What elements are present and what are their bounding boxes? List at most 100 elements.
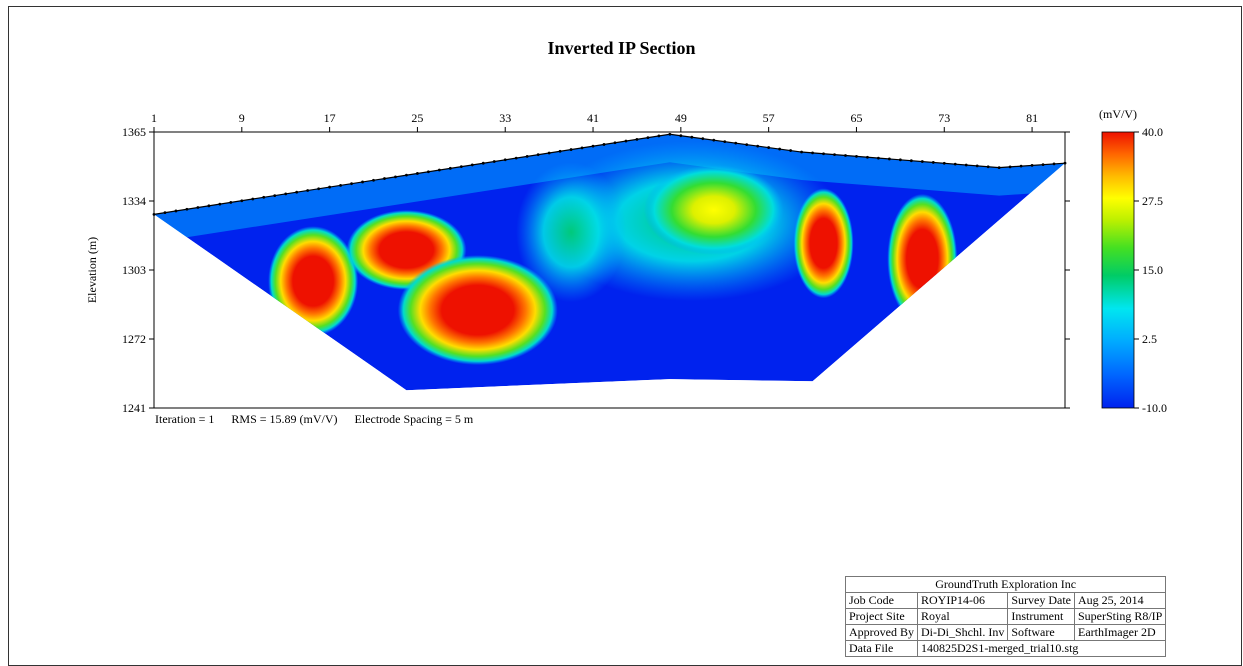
electrode-marker bbox=[394, 175, 397, 179]
electrode-marker bbox=[207, 204, 211, 208]
y-tick-label: 1303 bbox=[122, 263, 146, 277]
electrode-marker bbox=[646, 136, 650, 140]
electrode-marker bbox=[437, 168, 441, 172]
electrode-marker bbox=[361, 180, 364, 184]
x-tick-label: 9 bbox=[239, 111, 245, 125]
y-axis-label: Elevation (m) bbox=[85, 237, 99, 303]
electrode-marker bbox=[1019, 164, 1023, 168]
electrode-marker bbox=[525, 154, 529, 158]
electrode-marker bbox=[997, 166, 1001, 170]
electrode-marker bbox=[591, 144, 595, 148]
electrode-marker bbox=[657, 134, 661, 138]
electrode-marker bbox=[558, 149, 562, 153]
green-zone bbox=[516, 162, 627, 303]
colorbar-tick-label: 2.5 bbox=[1142, 332, 1157, 346]
table-cell: ROYIP14-06 bbox=[916, 592, 1009, 609]
table-cell: Approved By bbox=[845, 624, 918, 641]
electrode-marker bbox=[350, 182, 353, 186]
electrode-marker bbox=[833, 153, 836, 157]
electrode-marker bbox=[756, 144, 760, 148]
y-tick-label: 1241 bbox=[122, 401, 146, 415]
electrode-marker bbox=[877, 156, 880, 160]
x-tick-label: 33 bbox=[499, 111, 511, 125]
anomaly-4 bbox=[793, 188, 854, 299]
near-surface-band bbox=[154, 134, 1065, 243]
electrode-marker bbox=[855, 154, 858, 158]
electrode-marker bbox=[185, 207, 189, 211]
electrode-marker bbox=[317, 187, 321, 191]
x-tick-label: 57 bbox=[763, 111, 775, 125]
table-cell: Instrument bbox=[1007, 608, 1075, 625]
x-tick-label: 25 bbox=[411, 111, 423, 125]
electrode-marker bbox=[942, 161, 946, 165]
electrode-marker bbox=[405, 173, 408, 177]
electrode-marker bbox=[953, 162, 957, 166]
y-tick-label: 1272 bbox=[122, 332, 146, 346]
section-fill bbox=[154, 134, 1065, 391]
plot-area: 1 9 17 25 33 41 49 57 65 73 81 1365 1334 1303 1272 1241… bbox=[85, 107, 1167, 415]
title-block: GroundTruth Exploration Inc Job Code ROY… bbox=[844, 576, 1167, 657]
electrode-marker bbox=[690, 135, 694, 139]
y-tick-label: 1334 bbox=[122, 194, 146, 208]
electrode-marker bbox=[1063, 161, 1067, 165]
table-cell: Royal bbox=[916, 608, 1009, 625]
colorbar-tick-label: 27.5 bbox=[1142, 194, 1163, 208]
electrode-marker bbox=[229, 201, 233, 204]
electrode-marker bbox=[909, 159, 913, 163]
table-cell: Job Code bbox=[845, 592, 918, 609]
company-name: GroundTruth Exploration Inc bbox=[844, 576, 1167, 593]
electrode-marker bbox=[931, 161, 935, 164]
x-tick-label: 73 bbox=[938, 111, 950, 125]
inversion-info: Iteration = 1 RMS = 15.89 (mV/V) Electro… bbox=[155, 412, 487, 427]
electrode-marker bbox=[767, 146, 771, 149]
table-cell: Project Site bbox=[845, 608, 918, 625]
electrode-marker bbox=[789, 149, 793, 152]
electrode-marker bbox=[536, 153, 540, 157]
table-cell: Di-Di_Shchl. Inv bbox=[916, 624, 1009, 641]
electrode-marker bbox=[470, 163, 474, 167]
electrode-marker bbox=[492, 160, 496, 163]
electrode-marker bbox=[822, 152, 825, 156]
electrode-marker bbox=[481, 161, 485, 165]
electrode-marker bbox=[372, 178, 375, 182]
electrode-marker bbox=[1030, 163, 1034, 167]
electrode-marker bbox=[745, 143, 749, 147]
electrode-marker bbox=[723, 140, 727, 144]
electrode-marker bbox=[887, 157, 891, 161]
electrode-marker bbox=[866, 155, 869, 159]
electrode-marker bbox=[152, 212, 156, 216]
electrode-marker bbox=[448, 166, 452, 170]
electrode-marker bbox=[262, 195, 266, 199]
colorbar-tick-label: 15.0 bbox=[1142, 263, 1163, 277]
electrode-marker bbox=[920, 160, 924, 163]
electrode-marker bbox=[218, 202, 222, 206]
electrode-marker bbox=[964, 163, 968, 167]
iteration-text: Iteration = 1 bbox=[155, 412, 215, 426]
electrode-marker bbox=[712, 138, 716, 142]
anomaly-5 bbox=[887, 193, 958, 324]
electrode-marker bbox=[602, 143, 606, 146]
anomaly-1 bbox=[268, 226, 359, 337]
electrode-marker bbox=[668, 132, 672, 136]
table-cell: Survey Date bbox=[1007, 592, 1075, 609]
electrode-marker bbox=[416, 172, 419, 175]
anomaly-3 bbox=[397, 255, 558, 366]
colorbar-unit: (mV/V) bbox=[1099, 107, 1137, 121]
electrode-marker bbox=[1041, 163, 1045, 167]
electrode-marker bbox=[328, 185, 332, 189]
electrode-marker bbox=[679, 134, 683, 138]
electrode-marker bbox=[975, 164, 979, 168]
x-tick-label: 41 bbox=[587, 111, 599, 125]
y-tick-label: 1365 bbox=[122, 125, 146, 139]
table-row: Data File 140825D2S1-merged_trial10.stg bbox=[845, 640, 1167, 657]
electrode-marker bbox=[635, 137, 639, 141]
electrode-marker bbox=[240, 199, 244, 203]
electrode-marker bbox=[503, 158, 507, 162]
x-tick-label: 1 bbox=[151, 111, 157, 125]
chart-title: Inverted IP Section bbox=[547, 38, 696, 58]
colorbar-tick-label: -10.0 bbox=[1142, 401, 1167, 415]
electrode-marker bbox=[1052, 162, 1056, 166]
anomaly-6 bbox=[643, 164, 784, 255]
table-cell: Software bbox=[1007, 624, 1075, 641]
